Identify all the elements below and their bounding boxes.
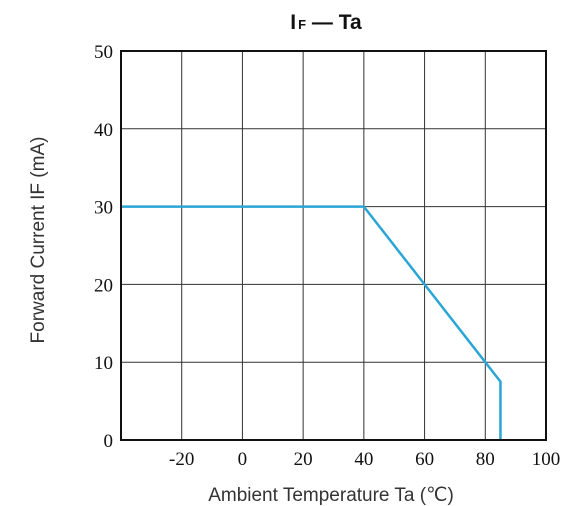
- x-tick-label: 60: [415, 449, 434, 470]
- y-tick-label: 40: [94, 120, 113, 141]
- x-tick-label: 100: [532, 449, 561, 470]
- x-tick-label: 40: [354, 449, 373, 470]
- x-tick-label: -20: [169, 449, 194, 470]
- y-axis-label: Forward Current IF (mA): [28, 137, 49, 344]
- y-tick-label: 20: [94, 275, 113, 296]
- y-tick-label: 30: [94, 198, 113, 219]
- series-layer: [121, 205, 502, 440]
- y-tick-label: 0: [104, 431, 114, 452]
- x-tick-label: 80: [476, 449, 495, 470]
- grid: [121, 51, 546, 440]
- plot-frame: [120, 50, 547, 441]
- y-tick-labels: 0 10 20 30 40 50: [94, 42, 113, 452]
- y-tick-label: 50: [94, 42, 113, 63]
- x-tick-labels: -20 0 20 40 60 80 100: [169, 449, 560, 470]
- chart-title-main: I: [290, 11, 296, 34]
- series-line: [121, 205, 502, 440]
- x-tick-label: 20: [294, 449, 313, 470]
- x-axis-label: Ambient Temperature Ta (℃): [208, 485, 454, 506]
- chart-title-rest: — Ta: [306, 11, 362, 34]
- x-tick-label: 0: [238, 449, 248, 470]
- y-tick-label: 10: [94, 353, 113, 374]
- chart-title-subscript: F: [298, 17, 306, 32]
